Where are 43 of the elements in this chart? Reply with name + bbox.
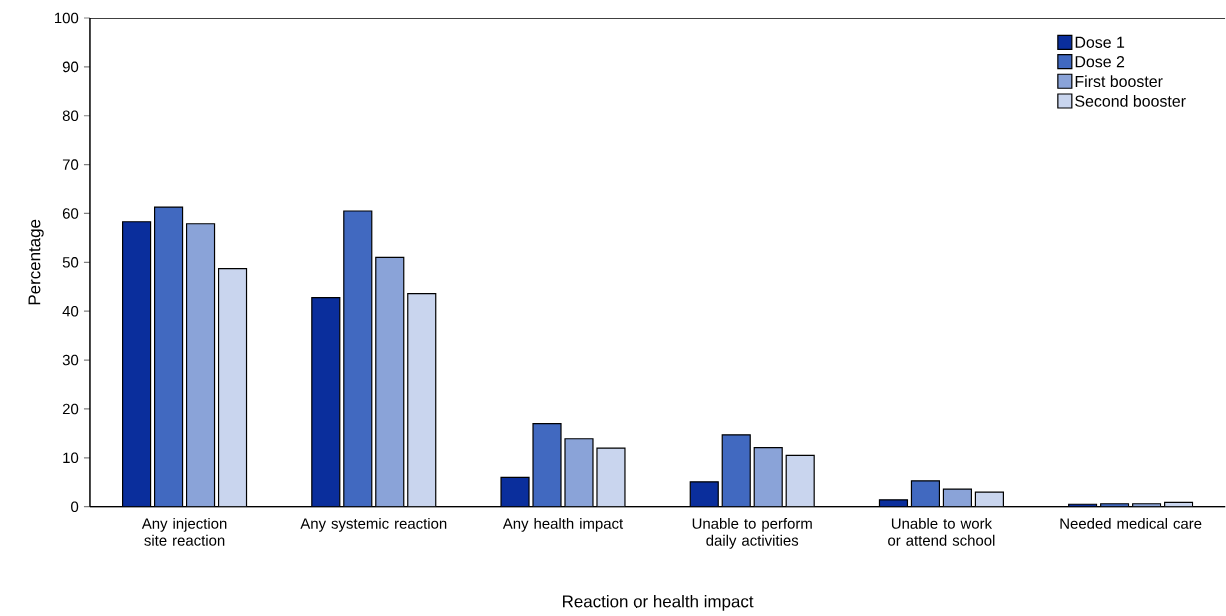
bar: [878, 499, 909, 507]
bar: [564, 438, 594, 507]
x-axis-title: Reaction or health impact: [563, 595, 754, 611]
legend-label: Dose 1: [1075, 36, 1125, 49]
y-tick-label: 50: [62, 257, 79, 268]
legend-label: First booster: [1075, 75, 1163, 88]
bar: [942, 488, 973, 507]
bar: [375, 257, 405, 507]
y-tick-label: 90: [62, 61, 79, 73]
bar: [785, 454, 815, 507]
x-tick-label: Needed medical care: [1060, 518, 1202, 529]
bar: [596, 447, 626, 507]
y-tick-label: 40: [62, 306, 79, 317]
y-tick-label: 100: [55, 12, 79, 24]
y-tick-label: 70: [62, 159, 79, 171]
bar: [311, 297, 341, 507]
bar: [500, 476, 530, 507]
y-tick-label: 20: [62, 403, 79, 415]
bar: [753, 447, 783, 507]
bar: [217, 268, 248, 507]
y-tick-label: 10: [63, 452, 79, 464]
bar: [910, 480, 941, 507]
bar: [407, 293, 437, 507]
x-tick-label: Unable to work or attend school: [888, 518, 995, 546]
legend-label: Second booster: [1075, 95, 1186, 107]
bar: [532, 423, 562, 507]
bar: [974, 491, 1004, 507]
x-tick-label: Unable to perform daily activities: [692, 518, 812, 549]
y-tick-label: 30: [62, 354, 79, 366]
y-tick-label: 80: [62, 110, 79, 122]
y-axis-title: Percentage: [28, 219, 44, 305]
bar: [153, 206, 184, 507]
bar: [689, 481, 719, 507]
bar: [185, 223, 216, 507]
y-tick-label: 0: [71, 501, 79, 513]
bar: [721, 434, 751, 507]
bar: [122, 221, 152, 507]
x-tick-label: Any systemic reaction: [300, 518, 447, 532]
legend-label: Dose 2: [1075, 56, 1125, 68]
y-tick-label: 60: [62, 208, 79, 219]
bar: [343, 210, 373, 507]
x-tick-label: Any injection site reaction: [141, 518, 227, 546]
x-tick-label: Any health impact: [502, 518, 624, 532]
